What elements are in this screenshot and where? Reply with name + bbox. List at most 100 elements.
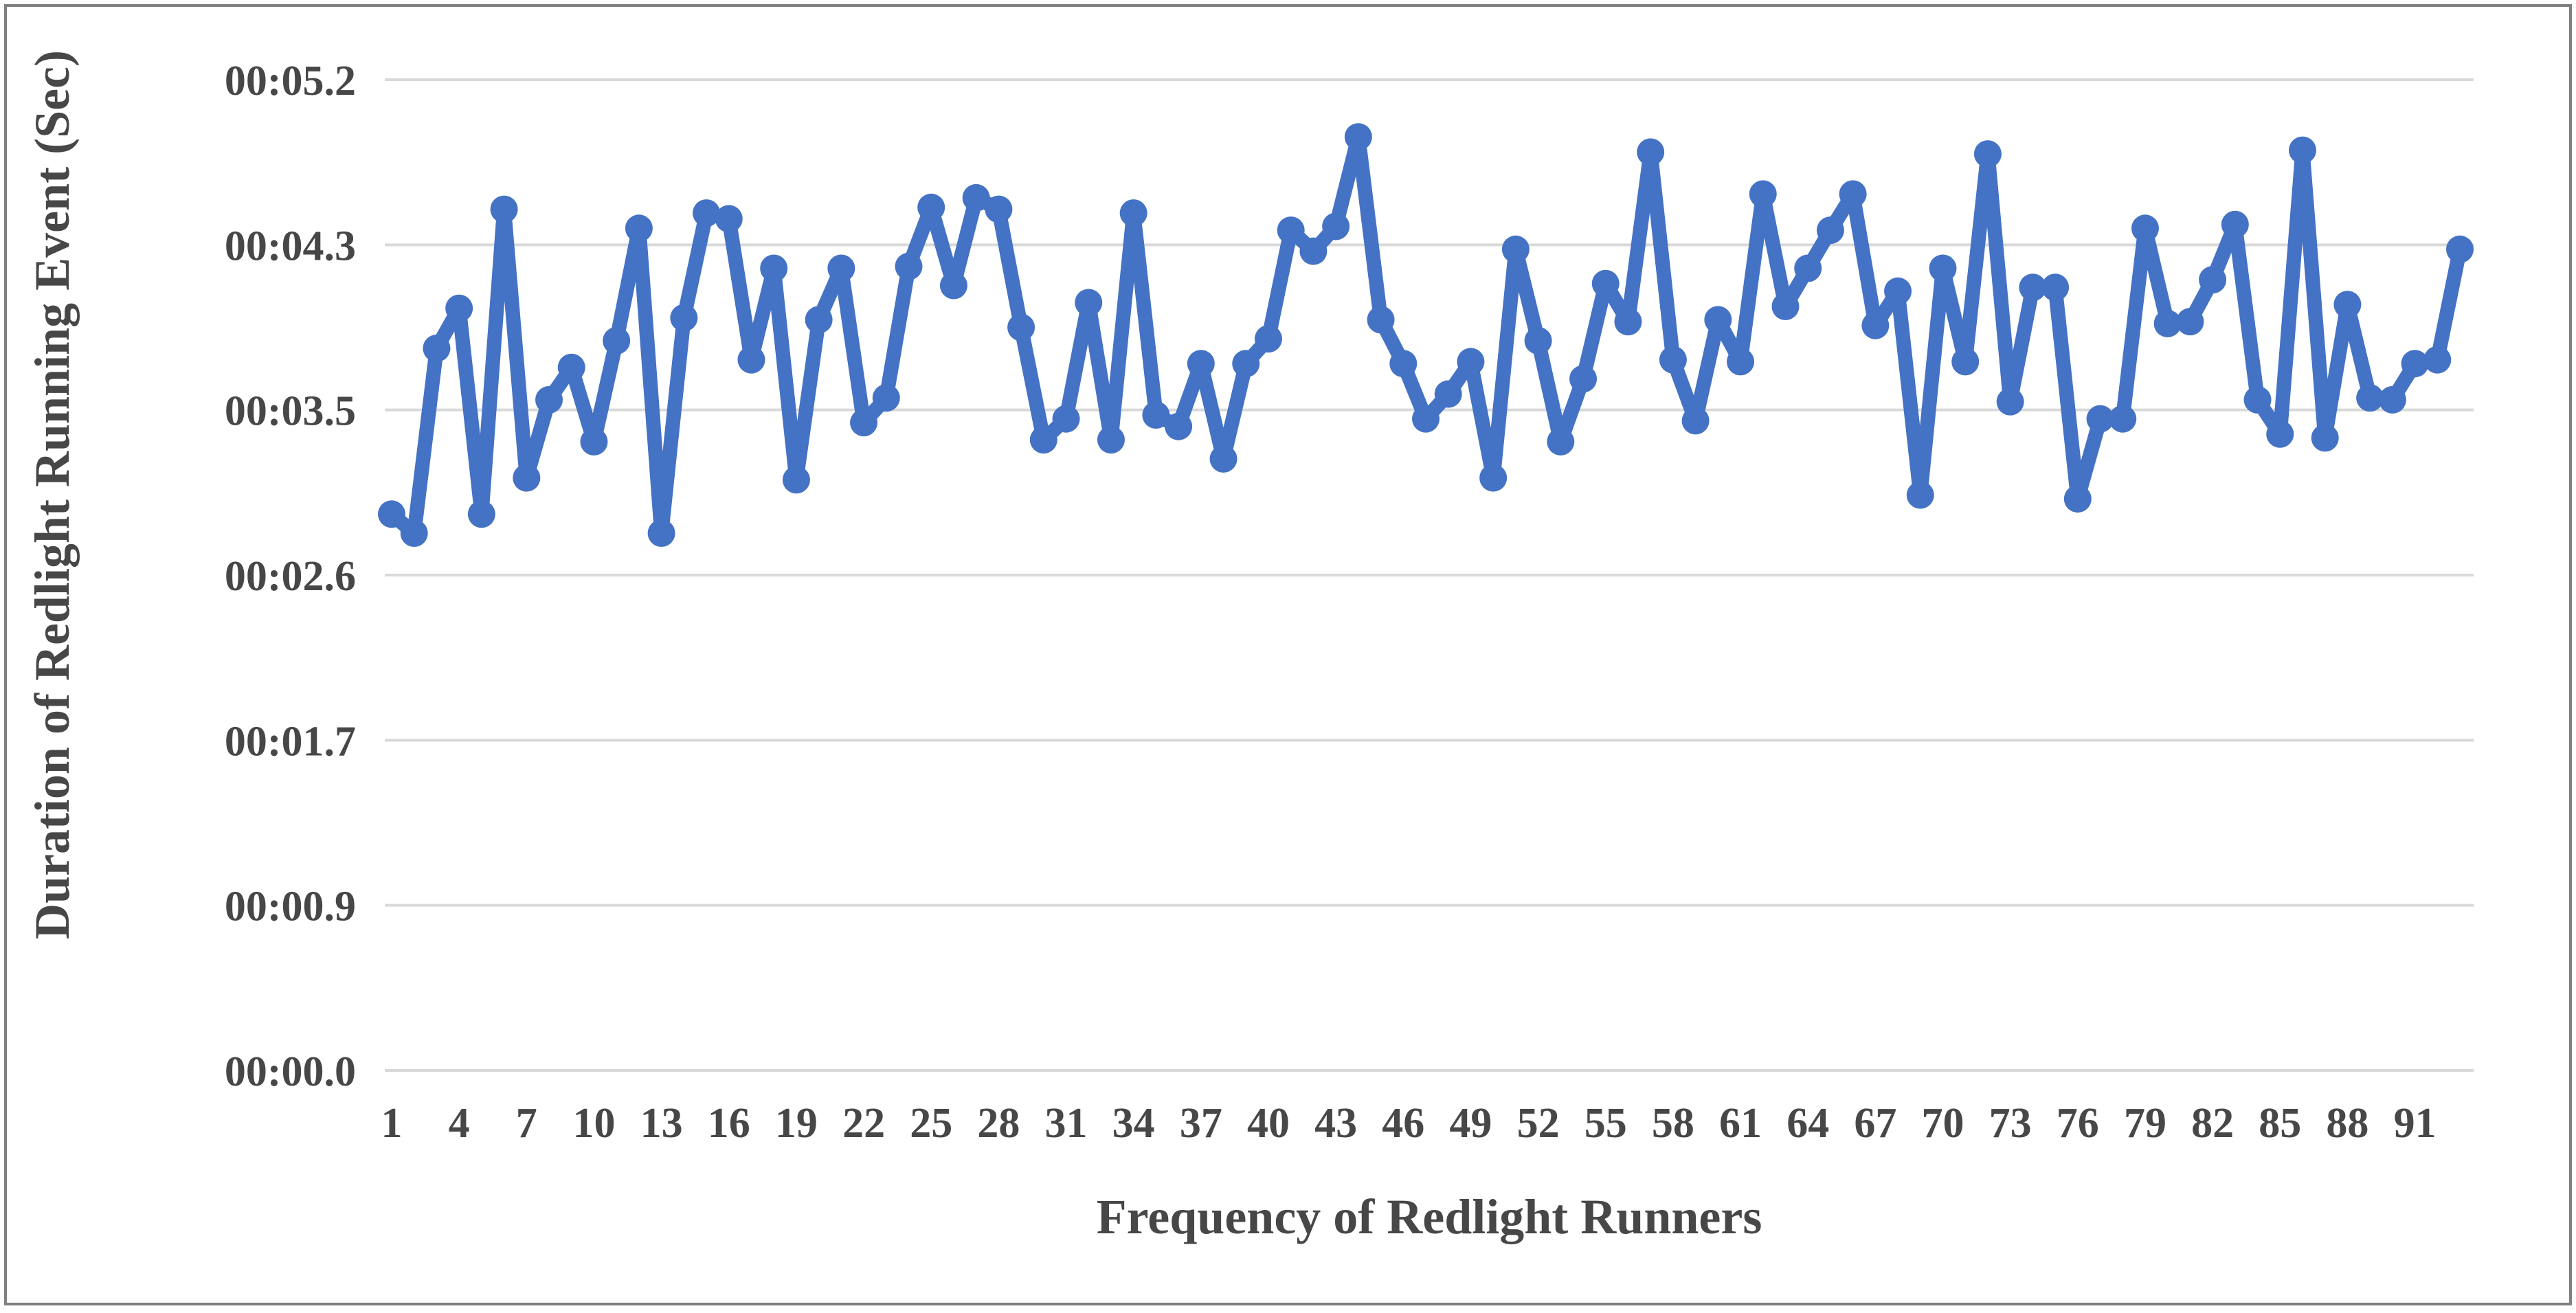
y-axis-title: Duration of Redlight Running Event (Sec) [25,50,80,939]
x-tick-label: 82 [2191,1100,2234,1147]
data-point-marker [2176,308,2204,336]
data-point-marker [647,519,675,547]
x-tick-label: 16 [708,1100,750,1147]
x-tick-label: 31 [1045,1100,1088,1147]
y-tick-label: 00:00.9 [225,884,356,930]
data-point-marker [1884,277,1912,305]
x-tick-label: 61 [1719,1100,1762,1147]
x-tick-label: 70 [1922,1100,1964,1147]
data-point-marker [1861,311,1890,339]
data-point-marker [2266,420,2294,448]
y-axis-tick-labels: 00:00.0 00:00.9 00:01.7 00:02.6 00:03.5 00:04… [225,58,356,1095]
data-point-marker [1029,426,1057,454]
data-point-marker [1591,269,1620,298]
x-tick-label: 7 [516,1100,537,1147]
data-point-marker [1097,426,1125,454]
data-point-marker [1906,481,1934,509]
data-point-marker [1547,427,1575,456]
data-point-marker [1389,350,1418,378]
chart-border [4,4,2572,1305]
data-point-marker [1412,405,1440,433]
x-tick-label: 10 [572,1100,615,1147]
x-tick-label: 58 [1652,1100,1694,1147]
data-point-marker [2311,424,2339,452]
x-tick-label: 85 [2259,1100,2301,1147]
data-point-marker [895,252,923,280]
data-point-marker [670,304,698,332]
y-tick-label: 00:04.3 [225,223,356,269]
x-tick-label: 76 [2057,1100,2099,1147]
data-point-marker [1929,254,1957,282]
data-point-marker [1794,254,1822,282]
data-point-marker [715,205,743,233]
data-point-marker [1501,235,1530,263]
data-point-marker [1816,216,1844,245]
x-tick-label: 55 [1584,1100,1627,1147]
data-point-marker [2109,405,2137,433]
data-point-marker [1322,212,1350,240]
data-point-marker [1704,306,1732,334]
x-tick-label: 37 [1180,1100,1222,1147]
y-tick-label: 00:02.6 [225,553,356,600]
data-point-marker [1569,365,1598,393]
data-point-marker [1659,346,1687,374]
data-point-marker [603,326,631,355]
x-tick-label: 67 [1854,1100,1896,1147]
data-point-marker [1277,216,1305,245]
data-point-marker [378,500,405,528]
y-tick-label: 00:03.5 [225,388,356,435]
data-point-marker [1524,326,1552,355]
data-point-marker [2153,309,2182,337]
x-tick-label: 19 [775,1100,818,1147]
data-point-marker [1479,464,1508,492]
x-tick-label: 22 [842,1100,885,1147]
x-tick-label: 64 [1787,1100,1829,1147]
data-point-marker [2333,291,2362,319]
data-point-marker [1299,237,1328,265]
x-axis-tick-labels: 1 4 7 10 13 16 19 22 25 28 31 34 37 40 43 46 49 52 55 58 61 6… [381,1100,2437,1147]
x-tick-label: 4 [449,1100,470,1147]
data-point-marker [1007,313,1035,341]
data-point-marker [1434,380,1462,408]
data-point-marker [1142,401,1170,429]
data-point-marker [400,519,428,547]
data-point-marker [467,500,495,528]
data-point-marker [1187,350,1215,378]
data-point-marker [1637,138,1665,166]
data-point-marker [2086,405,2114,433]
data-point-marker [2243,385,2272,414]
data-point-marker [985,195,1013,223]
x-tick-label: 79 [2124,1100,2166,1147]
data-point-marker [1681,407,1710,435]
data-point-marker [917,193,945,221]
data-point-marker [625,214,653,243]
x-tick-label: 49 [1449,1100,1492,1147]
data-point-marker [1749,180,1777,208]
data-point-marker [939,271,967,300]
data-point-marker [2378,385,2406,414]
x-tick-label: 88 [2326,1100,2368,1147]
x-tick-label: 13 [640,1100,683,1147]
data-point-marker [423,335,451,363]
data-point-marker [2041,273,2070,302]
data-point-marker [2199,266,2227,294]
data-point-marker [805,306,833,334]
y-tick-label: 00:01.7 [225,718,356,765]
data-point-marker [2063,485,2092,513]
x-axis-title: Frequency of Redlight Runners [1097,1189,1762,1244]
data-point-marker [1996,388,2024,416]
data-point-marker [580,427,608,456]
data-point-marker [1052,405,1080,433]
x-tick-label: 40 [1247,1100,1290,1147]
data-point-marker [1344,123,1372,151]
x-tick-label: 91 [2394,1100,2437,1147]
data-point-marker [1973,140,2002,168]
y-tick-label: 00:00.0 [225,1048,356,1095]
data-point-marker [1119,199,1147,227]
data-series [378,123,2474,547]
data-point-marker [850,409,878,437]
data-point-marker [1727,348,1755,376]
x-tick-label: 34 [1112,1100,1155,1147]
x-tick-label: 73 [1989,1100,2032,1147]
